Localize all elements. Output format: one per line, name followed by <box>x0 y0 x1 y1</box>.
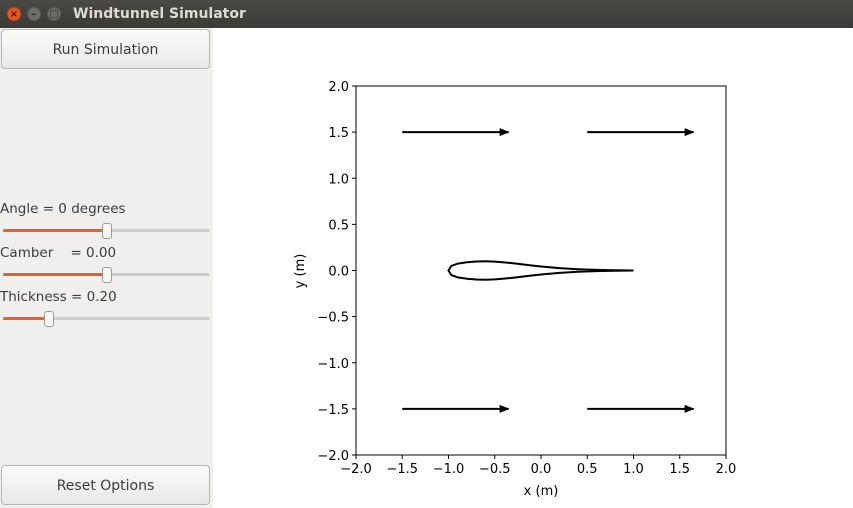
windtunnel-plot: −2.0 −1.5 −1.0 −0.5 0.0 0.5 1.0 1.5 2.0−2.0−1.5−… <box>293 80 737 499</box>
slider-handle[interactable] <box>101 223 112 239</box>
x-tick-label: 0.0 <box>531 462 552 477</box>
y-axis-label: y (m) <box>293 254 308 289</box>
y-tick-label: −1.0 <box>317 357 349 372</box>
y-tick-label: 1.5 <box>328 126 349 141</box>
minimize-window-button[interactable]: – <box>27 7 41 21</box>
close-window-button[interactable]: × <box>7 7 21 21</box>
x-tick-label: −1.5 <box>386 462 418 477</box>
y-tick-label: 1.0 <box>328 172 349 187</box>
slider-handle[interactable] <box>101 267 112 283</box>
slider-handle[interactable] <box>43 311 54 327</box>
window-title: Windtunnel Simulator <box>73 6 246 22</box>
y-tick-label: 0.0 <box>328 265 349 280</box>
x-tick-label: −1.0 <box>433 462 465 477</box>
camber-label: Camber = 0.00 <box>0 245 117 261</box>
x-tick-label: 1.5 <box>669 462 690 477</box>
run-simulation-button[interactable]: Run Simulation <box>1 29 210 69</box>
y-tick-label: −1.5 <box>317 403 349 418</box>
maximize-window-button[interactable]: □ <box>47 7 61 21</box>
x-tick-label: 0.5 <box>577 462 598 477</box>
angle-label: Angle = 0 degrees <box>0 201 126 217</box>
slider-fill <box>3 317 49 320</box>
window-titlebar: × – □ Windtunnel Simulator <box>0 0 853 28</box>
x-tick-label: −2.0 <box>340 462 372 477</box>
slider-fill <box>3 229 107 232</box>
angle-slider[interactable] <box>3 223 210 239</box>
airfoil-outline <box>447 260 634 281</box>
slider-track <box>3 317 210 320</box>
x-tick-label: −0.5 <box>479 462 511 477</box>
camber-slider[interactable] <box>3 267 210 283</box>
plot-axes-frame <box>355 85 727 456</box>
y-tick-label: −2.0 <box>317 449 349 464</box>
options-sidebar: Run Simulation Angle = 0 degrees Camber … <box>0 28 213 508</box>
y-tick-label: 2.0 <box>328 80 349 95</box>
thickness-label: Thickness = 0.20 <box>0 289 117 305</box>
slider-fill <box>3 273 107 276</box>
x-tick-label: 1.0 <box>623 462 644 477</box>
x-axis-label: x (m) <box>524 484 559 499</box>
y-tick-label: −0.5 <box>317 311 349 326</box>
reset-options-button[interactable]: Reset Options <box>1 465 210 505</box>
x-tick-label: 2.0 <box>716 462 737 477</box>
thickness-slider[interactable] <box>3 311 210 327</box>
y-tick-label: 0.5 <box>328 218 349 233</box>
